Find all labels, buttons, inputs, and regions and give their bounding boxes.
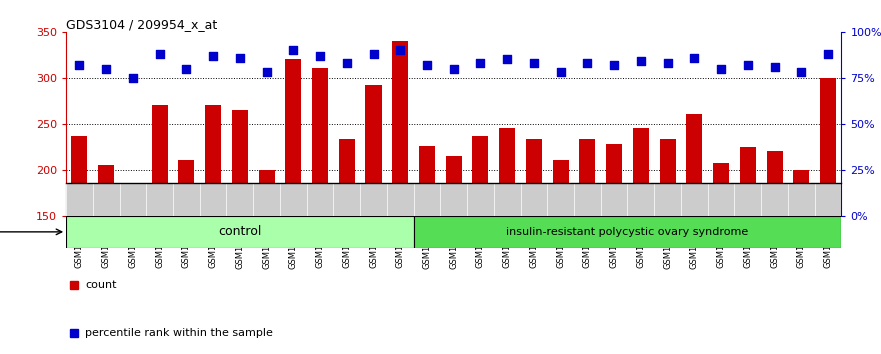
Bar — [419, 146, 435, 216]
Point — [206, 53, 220, 59]
Point — [313, 53, 327, 59]
Bar — [125, 192, 141, 216]
Point — [340, 60, 354, 66]
Bar — [446, 156, 462, 216]
Text: insulin-resistant polycystic ovary syndrome: insulin-resistant polycystic ovary syndr… — [507, 227, 749, 237]
Bar — [66, 216, 413, 248]
Text: GDS3104 / 209954_x_at: GDS3104 / 209954_x_at — [66, 18, 218, 31]
Point — [233, 55, 247, 61]
Point — [553, 69, 567, 75]
Point — [420, 62, 434, 68]
Point — [607, 62, 621, 68]
Point — [687, 55, 701, 61]
Bar — [205, 105, 221, 216]
Bar — [472, 136, 488, 216]
Point — [794, 69, 808, 75]
Bar — [633, 127, 649, 216]
Bar — [793, 170, 810, 216]
Bar — [178, 160, 195, 216]
Bar — [98, 165, 115, 216]
Bar — [312, 68, 328, 216]
Bar — [232, 110, 248, 216]
Point — [500, 57, 515, 62]
Point — [661, 60, 675, 66]
Point — [100, 66, 114, 72]
Point — [286, 47, 300, 53]
Bar — [285, 58, 301, 216]
Bar — [392, 41, 408, 216]
Bar — [152, 105, 167, 216]
Point — [767, 64, 781, 70]
Point — [821, 51, 835, 57]
Bar — [820, 78, 836, 216]
Point — [180, 66, 194, 72]
Point — [72, 62, 86, 68]
Bar — [740, 147, 756, 216]
Bar — [526, 139, 542, 216]
Bar — [413, 216, 841, 248]
Bar — [766, 150, 782, 216]
Bar — [552, 160, 568, 216]
Bar — [71, 136, 87, 216]
Bar — [258, 170, 275, 216]
Bar — [686, 114, 702, 216]
Bar — [580, 139, 596, 216]
Point — [714, 66, 728, 72]
Bar — [713, 164, 729, 216]
Bar — [366, 85, 381, 216]
Point — [447, 66, 461, 72]
Point — [393, 47, 407, 53]
Bar — [606, 144, 622, 216]
Point — [260, 69, 274, 75]
Point — [152, 51, 167, 57]
Text: percentile rank within the sample: percentile rank within the sample — [85, 328, 273, 338]
Point — [473, 60, 487, 66]
Point — [633, 58, 648, 64]
Bar — [500, 127, 515, 216]
Bar — [660, 139, 676, 216]
Point — [366, 51, 381, 57]
Point — [581, 60, 595, 66]
Text: control: control — [218, 225, 262, 238]
Point — [527, 60, 541, 66]
Text: count: count — [85, 280, 117, 290]
Bar — [339, 139, 355, 216]
Point — [741, 62, 755, 68]
Point — [126, 75, 140, 81]
